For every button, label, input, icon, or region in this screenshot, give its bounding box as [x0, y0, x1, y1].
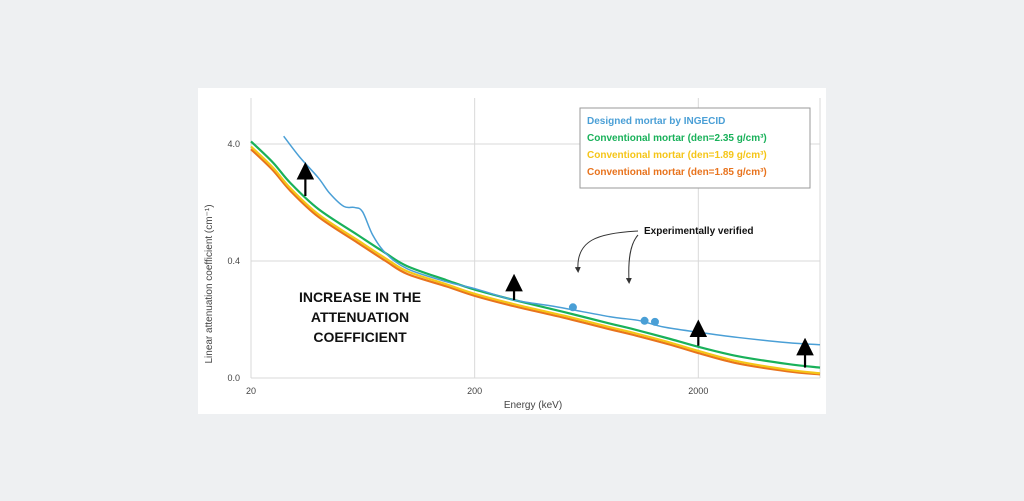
chart-panel: 20 200 2000 0.0 0.4 4.0 Energy (keV) Linear …: [198, 88, 826, 414]
y-axis-title: Linear attenuation coefficient (cm⁻¹): [204, 204, 215, 363]
legend-entry: Conventional mortar (den=1.89 g/cm³): [587, 150, 767, 161]
x-axis-ticks: 20 200 2000: [246, 386, 708, 396]
legend-entry: Designed mortar by INGECID: [587, 116, 725, 127]
increase-annotation-line-2: ATTENUATION: [311, 309, 409, 325]
callout-arrow-2: [625, 234, 639, 284]
x-tick-label: 2000: [688, 386, 708, 396]
y-tick-label: 4.0: [227, 139, 240, 149]
verified-point: [568, 303, 577, 312]
callout-arrow-1: [574, 230, 639, 273]
legend: Designed mortar by INGECID Conventional m…: [579, 107, 811, 189]
experimentally-verified-label: Experimentally verified: [644, 226, 754, 237]
y-tick-label: 0.0: [227, 373, 240, 383]
series-line-3: [250, 148, 821, 376]
verified-point: [640, 316, 649, 325]
series-layer: [250, 135, 821, 376]
x-axis-title: Energy (keV): [504, 400, 562, 411]
legend-entry: Conventional mortar (den=2.35 g/cm³): [587, 133, 767, 144]
y-axis-ticks: 0.0 0.4 4.0: [227, 139, 240, 383]
increase-arrows: [296, 162, 814, 368]
series-line-0: [283, 135, 821, 346]
series-line-2: [250, 145, 821, 375]
x-tick-label: 20: [246, 386, 256, 396]
verified-point: [650, 317, 659, 326]
legend-entry: Conventional mortar (den=1.85 g/cm³): [587, 167, 767, 178]
y-tick-label: 0.4: [227, 256, 240, 266]
legend-box: [579, 107, 811, 189]
x-tick-label: 200: [467, 386, 482, 396]
increase-annotation-line-3: COEFFICIENT: [313, 329, 407, 345]
attenuation-chart: 20 200 2000 0.0 0.4 4.0 Energy (keV) Linear …: [204, 98, 821, 411]
increase-annotation-line-1: INCREASE IN THE: [299, 289, 421, 305]
verified-points: [568, 303, 659, 326]
